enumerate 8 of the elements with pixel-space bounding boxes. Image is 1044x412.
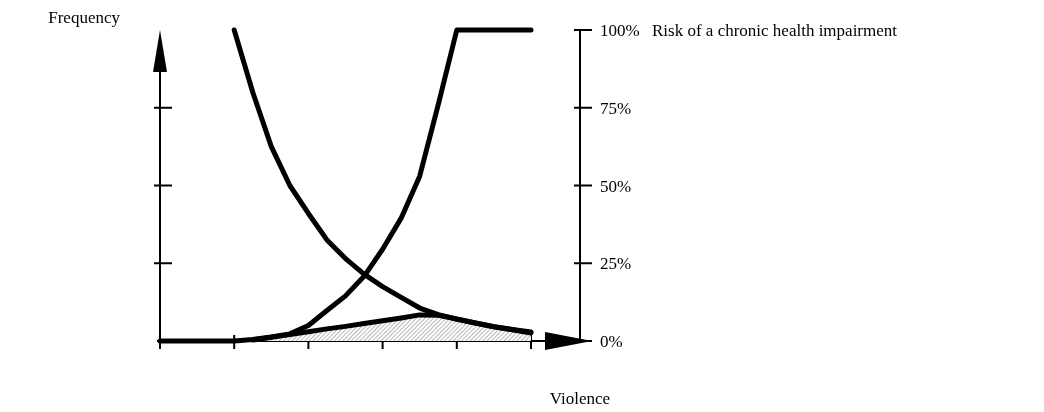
y-tick-label: 50% — [600, 176, 632, 196]
text: Frequency — [48, 8, 121, 27]
y-tick-label: 75% — [600, 98, 632, 118]
x-axis-title: Violence — [549, 389, 611, 408]
y-tick-label: 25% — [600, 254, 632, 274]
y-tick-label: 100% — [600, 21, 640, 40]
y-tick-label: 0% — [600, 332, 623, 351]
y-axis-title: Risk of a chronic health impairment — [652, 21, 898, 40]
